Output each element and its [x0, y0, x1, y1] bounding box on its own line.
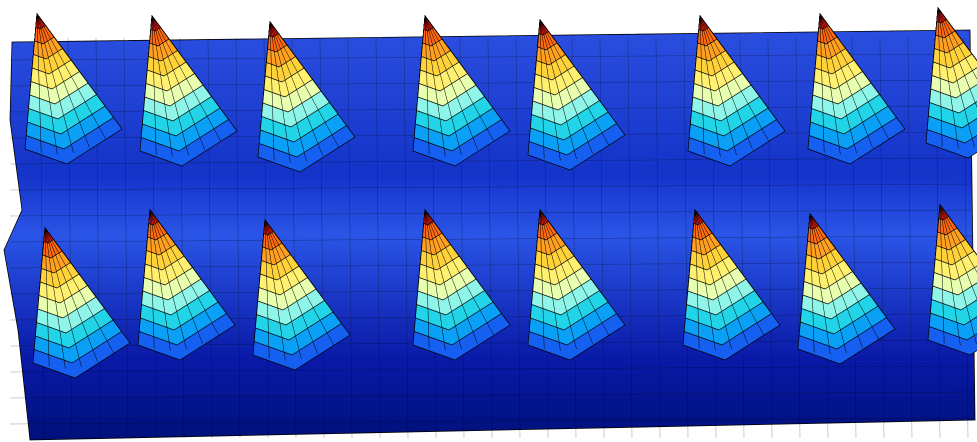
surface-render: [0, 0, 977, 442]
page: (() => { const NS = 'http://www.w3.org/2…: [0, 0, 977, 442]
